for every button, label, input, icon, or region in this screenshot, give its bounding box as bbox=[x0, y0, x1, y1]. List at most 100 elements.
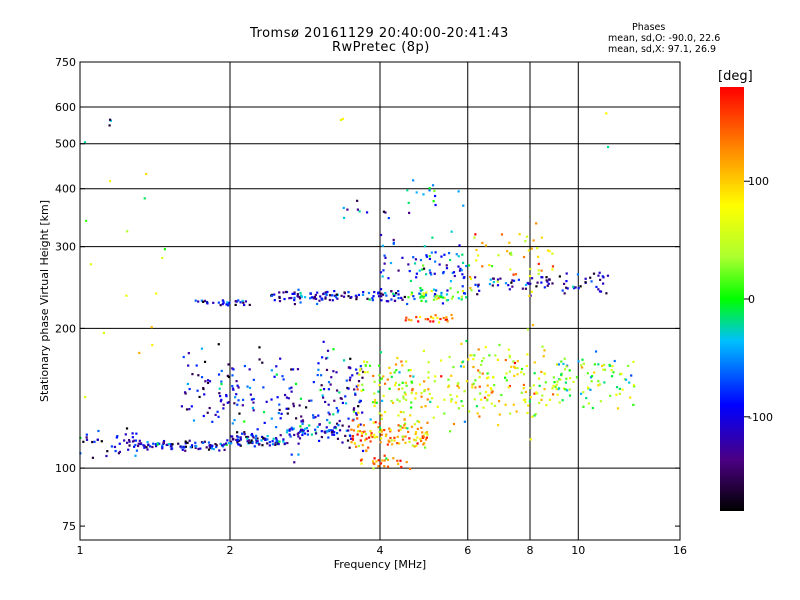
data-point bbox=[220, 382, 223, 386]
data-point bbox=[384, 291, 387, 295]
data-point bbox=[186, 441, 189, 444]
data-point bbox=[382, 269, 385, 272]
data-point bbox=[528, 274, 532, 278]
data-point bbox=[541, 276, 544, 279]
data-point bbox=[423, 446, 427, 449]
data-point bbox=[243, 420, 246, 423]
data-point bbox=[351, 374, 354, 377]
data-point bbox=[207, 441, 211, 444]
data-point bbox=[498, 400, 501, 403]
data-point bbox=[195, 364, 198, 367]
data-point bbox=[457, 265, 460, 268]
data-point bbox=[620, 372, 623, 375]
data-point bbox=[277, 412, 280, 415]
data-point bbox=[587, 402, 590, 405]
data-point bbox=[584, 281, 587, 284]
data-point bbox=[298, 404, 301, 407]
data-point bbox=[299, 294, 303, 297]
data-point bbox=[430, 397, 434, 400]
data-point bbox=[395, 369, 398, 372]
data-point bbox=[202, 300, 205, 303]
data-points bbox=[79, 112, 636, 470]
data-point bbox=[336, 411, 339, 414]
data-point bbox=[512, 273, 515, 276]
data-point bbox=[508, 370, 512, 373]
data-point bbox=[116, 435, 119, 438]
data-point bbox=[143, 197, 146, 200]
data-point bbox=[97, 429, 100, 433]
data-point bbox=[486, 384, 489, 387]
data-point bbox=[610, 375, 614, 378]
data-point bbox=[357, 444, 361, 448]
data-point bbox=[407, 369, 410, 372]
data-point bbox=[449, 258, 452, 262]
data-point bbox=[350, 441, 353, 444]
data-point bbox=[449, 430, 452, 433]
data-point bbox=[460, 342, 463, 345]
data-point bbox=[214, 413, 217, 417]
phases-title: Phases bbox=[632, 22, 666, 33]
data-point bbox=[442, 270, 445, 274]
data-point bbox=[618, 387, 621, 391]
data-point bbox=[545, 276, 548, 279]
data-point bbox=[478, 385, 481, 388]
data-point bbox=[465, 296, 468, 299]
data-point bbox=[472, 382, 475, 385]
data-point bbox=[155, 445, 158, 448]
data-point bbox=[385, 433, 388, 436]
data-point bbox=[361, 376, 364, 379]
data-point bbox=[463, 292, 467, 295]
data-point bbox=[194, 441, 197, 444]
data-point bbox=[541, 345, 544, 348]
data-point bbox=[422, 435, 425, 439]
data-point bbox=[328, 421, 331, 424]
data-point bbox=[553, 380, 556, 384]
data-point bbox=[411, 444, 414, 447]
data-point bbox=[528, 400, 531, 403]
data-point bbox=[379, 233, 383, 237]
data-point bbox=[563, 357, 566, 360]
data-point bbox=[223, 443, 226, 446]
data-point bbox=[430, 273, 433, 276]
data-point bbox=[357, 423, 360, 427]
data-point bbox=[227, 363, 230, 366]
data-point bbox=[381, 275, 384, 278]
data-point bbox=[145, 446, 148, 449]
data-point bbox=[423, 442, 426, 445]
data-point bbox=[280, 412, 283, 415]
data-point bbox=[438, 263, 441, 266]
data-point bbox=[305, 406, 308, 409]
data-point bbox=[556, 393, 559, 396]
data-point bbox=[543, 349, 546, 352]
data-point bbox=[312, 380, 315, 384]
data-point bbox=[510, 365, 513, 369]
data-point bbox=[194, 446, 197, 450]
data-point bbox=[203, 393, 206, 396]
data-point bbox=[248, 303, 251, 307]
data-point bbox=[598, 271, 601, 274]
data-point bbox=[363, 360, 366, 363]
data-point bbox=[225, 443, 228, 446]
data-point bbox=[362, 424, 366, 427]
data-point bbox=[511, 279, 514, 282]
data-point bbox=[354, 412, 358, 415]
data-point bbox=[379, 288, 383, 291]
data-point bbox=[152, 442, 155, 445]
data-point bbox=[227, 375, 230, 379]
data-point bbox=[540, 398, 543, 401]
data-point bbox=[608, 364, 612, 367]
data-point bbox=[115, 436, 118, 439]
data-point bbox=[238, 443, 241, 446]
data-point bbox=[457, 190, 460, 193]
data-point bbox=[303, 432, 307, 435]
data-point bbox=[226, 401, 229, 404]
data-point bbox=[425, 254, 428, 257]
data-point bbox=[496, 423, 500, 427]
data-point bbox=[332, 433, 336, 436]
data-point bbox=[279, 417, 282, 420]
data-point bbox=[392, 241, 395, 244]
data-point bbox=[319, 388, 322, 392]
data-point bbox=[446, 298, 450, 302]
data-point bbox=[156, 443, 159, 446]
data-point bbox=[360, 389, 363, 392]
